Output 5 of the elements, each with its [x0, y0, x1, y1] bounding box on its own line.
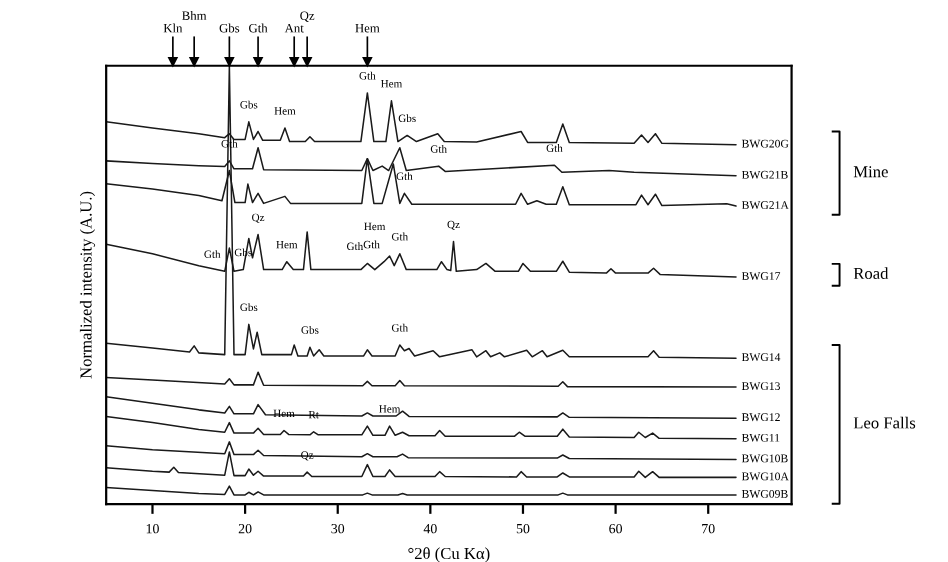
text: Mine — [853, 166, 888, 178]
x-axis-title: °2θ (Cu Kα) — [408, 547, 490, 562]
y-axis-title: Normalized intensity (A.U.) — [79, 191, 96, 379]
text: Road — [853, 267, 889, 280]
text: Leo Falls — [853, 416, 916, 429]
